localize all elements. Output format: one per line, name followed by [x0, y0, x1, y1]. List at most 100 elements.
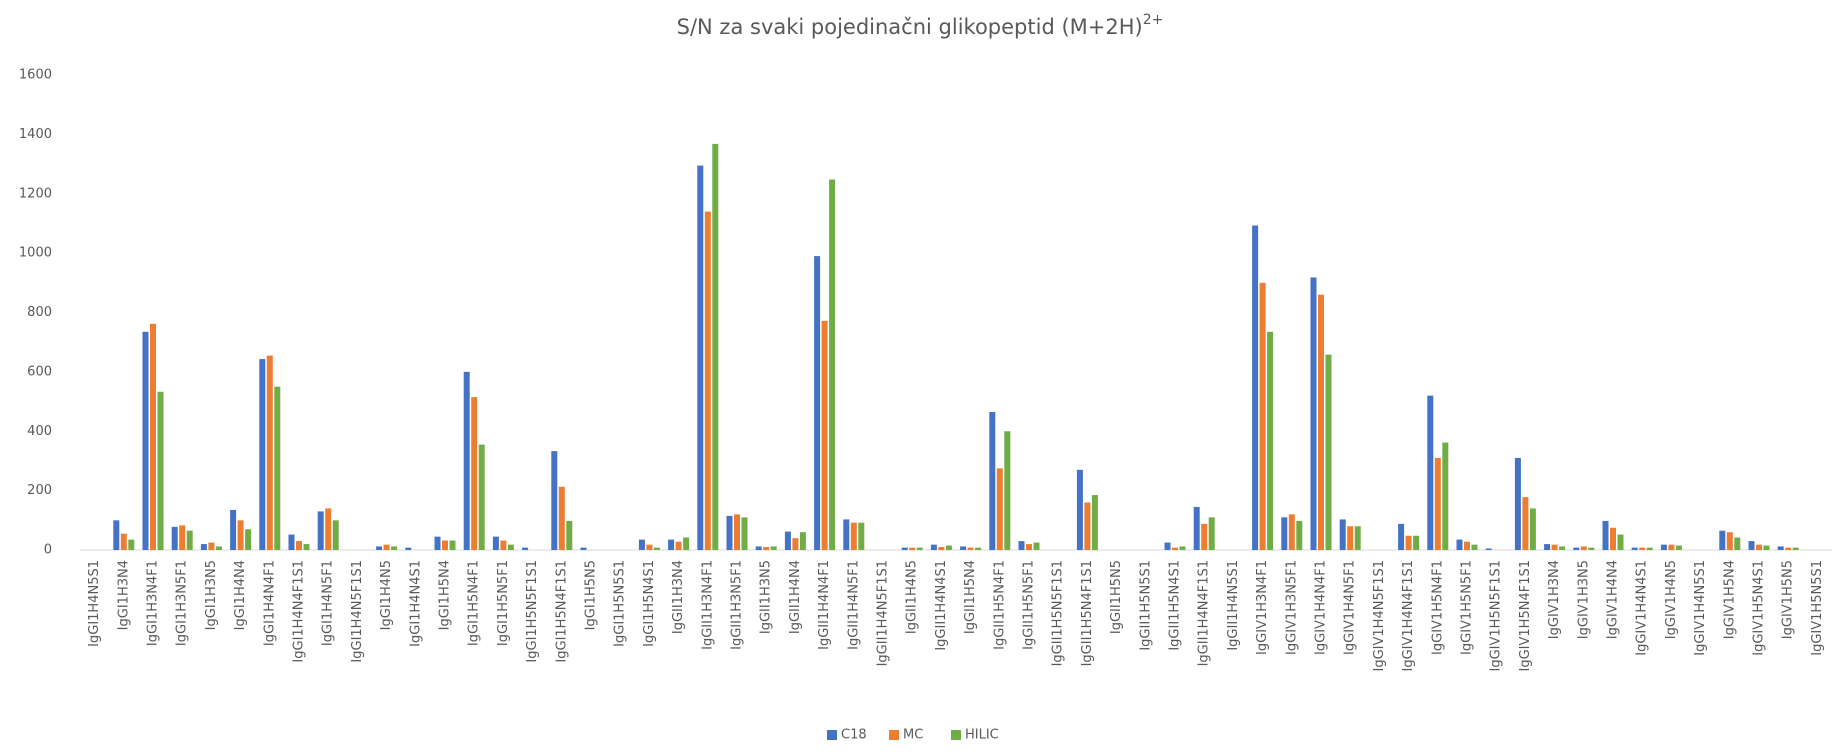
- bar: [770, 546, 777, 550]
- x-tick-label: IgGII1H4N4F1S1: [1197, 560, 1212, 666]
- x-tick-label: IgGII1H5N5: [1109, 560, 1124, 634]
- x-tick-label: IgGI1H3N4: [116, 560, 131, 630]
- x-tick-label: IgGI1H5N5F1: [496, 560, 511, 646]
- bar: [1785, 547, 1792, 550]
- bar: [1267, 331, 1274, 550]
- x-tick-label: IgGIV1H4N5: [1664, 560, 1679, 639]
- bar: [1201, 523, 1208, 550]
- bar: [1354, 526, 1361, 550]
- bar: [821, 320, 828, 550]
- x-tick-label: IgGII1H4N4F1: [817, 560, 832, 650]
- y-tick-label: 600: [27, 364, 52, 379]
- bar: [471, 397, 478, 550]
- bar: [843, 519, 850, 550]
- x-tick-label: IgGI1H3N5F1: [175, 560, 190, 646]
- x-tick-label: IgGII1H5N4F1S1: [1080, 560, 1095, 666]
- bar: [142, 331, 149, 550]
- bar: [383, 544, 390, 550]
- bar: [704, 211, 711, 550]
- bar: [1434, 457, 1441, 550]
- x-tick-label: IgGII1H5N5F1S1: [1051, 560, 1066, 666]
- x-tick-label: IgGIV1H3N4F1: [1255, 560, 1270, 655]
- bar: [1076, 469, 1083, 550]
- x-tick-label: IgGIV1H5N5: [1781, 560, 1796, 639]
- bar: [1668, 544, 1675, 550]
- bar: [1588, 547, 1595, 550]
- y-tick-label: 1200: [19, 186, 52, 201]
- bar: [245, 529, 252, 550]
- x-tick-label: IgGIV1H4N4F1S1: [1401, 560, 1416, 671]
- bar: [478, 444, 485, 550]
- bar: [442, 540, 448, 550]
- bar: [945, 545, 952, 550]
- bar: [829, 179, 836, 550]
- bar: [916, 547, 923, 550]
- bar: [1610, 527, 1616, 550]
- bar: [1325, 354, 1332, 550]
- x-tick-label: IgGI1H4N5: [379, 560, 394, 630]
- bar: [1544, 544, 1551, 550]
- x-tick-label: IgGI1H4N5S1: [87, 560, 102, 647]
- x-tick-label: IgGIV1H4N4F1: [1314, 560, 1329, 655]
- bar: [237, 520, 244, 550]
- x-tick-label: IgGI1H5N4: [438, 560, 453, 630]
- bar: [303, 544, 310, 550]
- x-tick-label: IgGII1H4N4: [788, 560, 803, 634]
- bar: [1631, 547, 1638, 550]
- bar: [128, 539, 135, 550]
- bar: [1427, 395, 1434, 550]
- bar: [179, 525, 186, 550]
- bar: [930, 544, 937, 550]
- bar: [975, 547, 982, 550]
- bar: [120, 533, 127, 550]
- bar: [792, 538, 799, 550]
- bar: [726, 515, 733, 550]
- bar: [1318, 294, 1324, 550]
- y-tick-label: 1400: [19, 127, 52, 142]
- x-tick-label: IgGIV1H5N4F1: [1430, 560, 1445, 655]
- x-tick-label: IgGI1H3N5: [204, 560, 219, 630]
- bar: [1310, 277, 1317, 550]
- x-tick-label: IgGI1H4N5F1: [321, 560, 336, 646]
- bar: [1660, 544, 1667, 550]
- x-tick-label: IgGI1H4N4S1: [408, 560, 423, 647]
- bar: [1617, 534, 1624, 550]
- bar: [1296, 520, 1303, 550]
- x-tick-label: IgGII1H4N5S1: [1226, 560, 1241, 651]
- bar: [755, 546, 762, 550]
- bar: [909, 547, 916, 550]
- bar: [1208, 517, 1215, 550]
- x-tick-label: IgGII1H5N5S1: [1138, 560, 1153, 651]
- x-tick-label: IgGI1H5N4S1: [642, 560, 657, 647]
- bar: [1792, 547, 1799, 550]
- bar: [376, 546, 383, 550]
- bar: [1018, 541, 1025, 550]
- bar: [449, 540, 456, 550]
- x-tick-label: IgGII1H3N4F1: [700, 560, 715, 650]
- bar: [1646, 547, 1653, 550]
- x-tick-label: IgGII1H4N5F1: [846, 560, 861, 650]
- bar: [850, 522, 857, 550]
- bar: [683, 537, 690, 550]
- bar: [1193, 506, 1200, 550]
- legend-swatch: [951, 730, 961, 740]
- bar: [799, 532, 806, 550]
- bar: [814, 256, 821, 550]
- x-tick-label: IgGII1H5N4S1: [1168, 560, 1183, 651]
- x-tick-label: IgGIV1H4N5F1S1: [1372, 560, 1387, 671]
- x-tick-label: IgGII1H5N4F1: [992, 560, 1007, 650]
- x-tick-label: IgGIV1H5N5S1: [1810, 560, 1825, 656]
- bar: [996, 468, 1003, 550]
- bar: [113, 520, 120, 550]
- bar: [646, 544, 653, 550]
- x-tick-label: IgGI1H4N4F1S1: [292, 560, 307, 663]
- bar: [1464, 541, 1470, 550]
- bar: [1756, 544, 1762, 550]
- x-tick-label: IgGI1H5N5: [584, 560, 599, 630]
- bar: [1675, 545, 1682, 550]
- bar: [858, 522, 865, 550]
- x-tick-label: IgGI1H3N4F1: [146, 560, 161, 646]
- bar: [391, 546, 398, 550]
- bar: [1573, 547, 1580, 550]
